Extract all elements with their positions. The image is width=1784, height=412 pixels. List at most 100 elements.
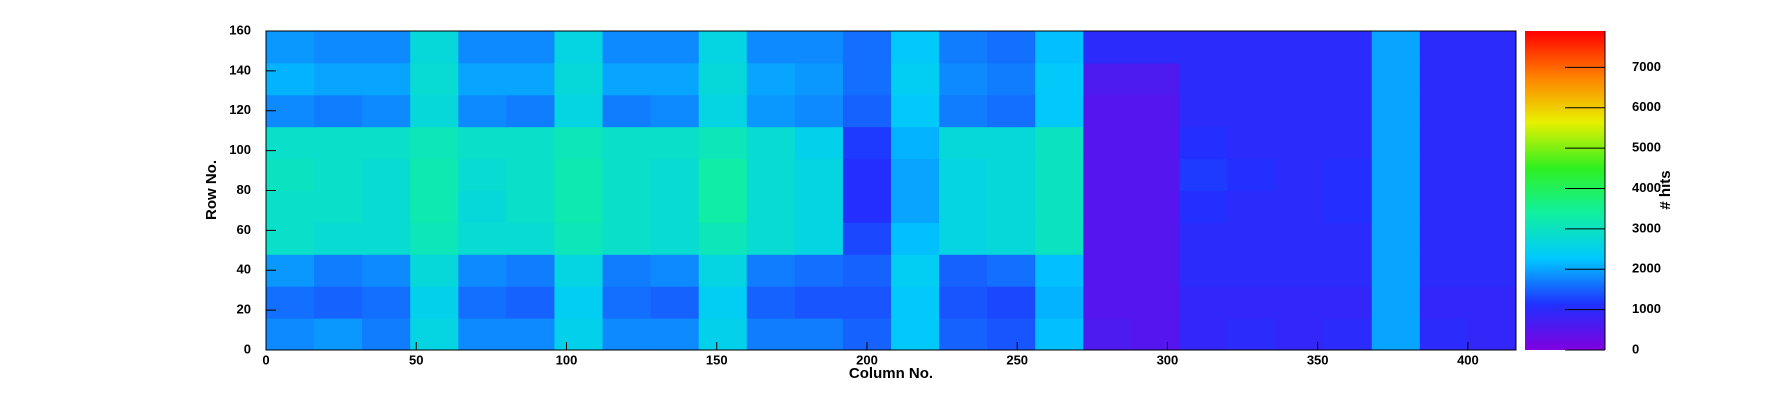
- heatmap-cell: [650, 190, 700, 223]
- heatmap-cell: [794, 318, 844, 351]
- heatmap-cell: [410, 126, 459, 160]
- heatmap-cell: [506, 126, 555, 160]
- heatmap-cell: [266, 222, 315, 255]
- heatmap-cell: [698, 126, 748, 160]
- colorbar-tick-label: 4000: [1632, 180, 1661, 195]
- heatmap-cell: [891, 222, 940, 255]
- y-tick-label: 100: [229, 142, 251, 157]
- heatmap-cell: [698, 254, 748, 287]
- heatmap-cell: [362, 31, 411, 64]
- heatmap-cell: [1275, 62, 1325, 96]
- heatmap-cell: [1275, 31, 1325, 64]
- heatmap-cell: [650, 62, 700, 96]
- heatmap-cell: [746, 62, 796, 96]
- heatmap-cell: [458, 126, 507, 160]
- y-axis-title: Row No.: [203, 160, 220, 220]
- heatmap-cell: [1323, 318, 1373, 351]
- heatmap-cell: [1035, 31, 1084, 64]
- heatmap-cell: [314, 158, 363, 191]
- heatmap-cell: [987, 286, 1036, 319]
- heatmap-cell: [794, 158, 844, 191]
- heatmap-cell: [554, 62, 604, 96]
- heatmap-cell: [602, 286, 652, 319]
- heatmap-cell: [939, 158, 988, 191]
- heatmap-cell: [1035, 254, 1084, 287]
- x-tick-label: 350: [1307, 352, 1329, 367]
- heatmap-cell: [362, 318, 411, 351]
- heatmap-cell: [1179, 190, 1229, 223]
- heatmap-cell: [602, 318, 652, 351]
- heatmap-cell: [554, 190, 604, 223]
- colorbar-tick-label: 6000: [1632, 99, 1661, 114]
- heatmap-cell: [410, 318, 459, 351]
- heatmap-cell: [1179, 318, 1229, 351]
- heatmap-cell: [987, 31, 1036, 64]
- heatmap-cell: [266, 286, 315, 319]
- heatmap-cell: [602, 158, 652, 191]
- heatmap-cell: [458, 318, 507, 351]
- y-tick-label: 60: [237, 222, 251, 237]
- heatmap-cell: [891, 318, 940, 351]
- heatmap-cell: [1179, 126, 1229, 160]
- heatmap-cell: [362, 222, 411, 255]
- heatmap-cell: [1035, 94, 1084, 128]
- heatmap-cell: [1323, 158, 1373, 191]
- heatmap-cell: [554, 222, 604, 255]
- heatmap-cell: [1131, 158, 1180, 191]
- heatmap-cell: [1419, 190, 1469, 223]
- heatmap-cell: [410, 31, 459, 64]
- heatmap-cell: [1131, 31, 1180, 64]
- colorbar-tick-label: 1000: [1632, 301, 1661, 316]
- heatmap-cell: [987, 190, 1036, 223]
- heatmap-cell: [1083, 158, 1132, 191]
- heatmap-cell: [1275, 190, 1325, 223]
- heatmap-cell: [1419, 222, 1469, 255]
- heatmap-cell: [987, 62, 1036, 96]
- heatmap-cell: [1227, 286, 1277, 319]
- heatmap-cell: [1323, 126, 1373, 160]
- heatmap-cell: [602, 254, 652, 287]
- heatmap-cell: [1323, 94, 1373, 128]
- heatmap-cell: [698, 286, 748, 319]
- y-tick-label: 40: [237, 262, 251, 277]
- heatmap-cell: [698, 318, 748, 351]
- heatmap-cell: [314, 222, 363, 255]
- heatmap-cell: [891, 31, 940, 64]
- heatmap-cell: [650, 254, 700, 287]
- heatmap-cell: [266, 126, 315, 160]
- heatmap-cell: [794, 222, 844, 255]
- heatmap-cell: [1371, 254, 1421, 287]
- y-tick-label: 140: [229, 62, 251, 77]
- heatmap-cell: [314, 254, 363, 287]
- colorbar-title: # hits: [1657, 170, 1674, 209]
- heatmap-cell: [1419, 62, 1469, 96]
- x-tick-label: 150: [706, 352, 728, 367]
- heatmap-cell: [650, 94, 700, 128]
- heatmap-cell: [410, 94, 459, 128]
- heatmap-cell: [698, 222, 748, 255]
- heatmap-cell: [602, 62, 652, 96]
- heatmap-cell: [1179, 62, 1229, 96]
- heatmap-cell: [458, 94, 507, 128]
- heatmap-cell: [410, 254, 459, 287]
- heatmap-cell: [602, 190, 652, 223]
- heatmap-cell: [1131, 190, 1180, 223]
- y-tick-label: 120: [229, 102, 251, 117]
- heatmap-cell: [314, 318, 363, 351]
- heatmap-cell: [458, 286, 507, 319]
- heatmap-cell: [746, 158, 796, 191]
- heatmap-cell: [602, 126, 652, 160]
- heatmap-cell: [891, 254, 940, 287]
- heatmap-cell: [939, 62, 988, 96]
- heatmap-cell: [650, 222, 700, 255]
- heatmap-cell: [314, 190, 363, 223]
- heatmap-cell: [410, 286, 459, 319]
- heatmap-cell: [1323, 254, 1373, 287]
- x-tick-label: 0: [262, 352, 269, 367]
- heatmap-cell: [1083, 126, 1132, 160]
- heatmap-cell: [362, 62, 411, 96]
- heatmap-cell: [1227, 62, 1277, 96]
- heatmap-cell: [1083, 31, 1132, 64]
- heatmap-cell: [362, 126, 411, 160]
- heatmap-cell: [746, 94, 796, 128]
